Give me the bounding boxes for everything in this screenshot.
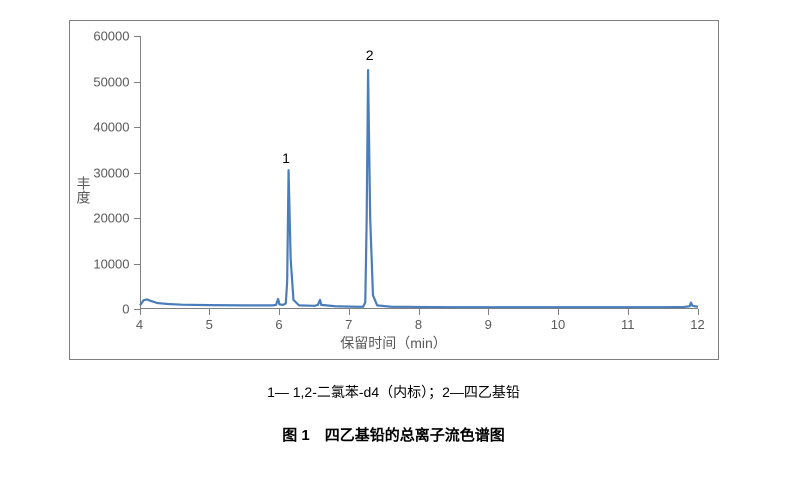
y-tick <box>134 82 140 83</box>
y-tick-label: 20000 <box>93 211 129 226</box>
plot-area: 0100002000030000400005000060000456789101… <box>140 36 698 309</box>
peak-label: 1 <box>282 150 290 166</box>
x-tick <box>488 309 489 315</box>
x-tick <box>628 309 629 315</box>
x-tick-label: 5 <box>206 317 213 332</box>
y-tick-label: 0 <box>122 302 129 317</box>
x-axis-label: 保留时间（min） <box>340 333 447 353</box>
x-tick <box>419 309 420 315</box>
x-tick <box>558 309 559 315</box>
y-axis-label: 丰度 <box>74 176 94 204</box>
legend-text: 1— 1,2-二氯苯-d4（内标）；2—四乙基铅 <box>20 382 767 402</box>
y-tick-label: 40000 <box>93 120 129 135</box>
y-tick <box>134 173 140 174</box>
y-tick <box>134 36 140 37</box>
x-tick <box>279 309 280 315</box>
figure-caption: 图 1 四乙基铅的总离子流色谱图 <box>20 424 767 445</box>
y-tick <box>134 127 140 128</box>
peak-label: 2 <box>366 47 374 63</box>
x-tick <box>349 309 350 315</box>
x-tick-label: 4 <box>136 317 143 332</box>
x-tick <box>140 309 141 315</box>
y-tick-label: 30000 <box>93 165 129 180</box>
x-tick <box>698 309 699 315</box>
x-tick-label: 6 <box>275 317 282 332</box>
chart-frame: 丰度 0100002000030000400005000060000456789… <box>69 20 719 360</box>
y-tick <box>134 218 140 219</box>
y-tick-label: 60000 <box>93 29 129 44</box>
y-tick-label: 10000 <box>93 256 129 271</box>
x-tick-label: 10 <box>551 317 565 332</box>
chromatogram-line <box>140 36 698 309</box>
x-tick-label: 8 <box>415 317 422 332</box>
x-tick-label: 11 <box>621 317 635 332</box>
y-tick-label: 50000 <box>93 74 129 89</box>
x-tick-label: 9 <box>485 317 492 332</box>
x-tick-label: 12 <box>690 317 704 332</box>
x-tick <box>209 309 210 315</box>
x-tick-label: 7 <box>345 317 352 332</box>
y-tick <box>134 264 140 265</box>
